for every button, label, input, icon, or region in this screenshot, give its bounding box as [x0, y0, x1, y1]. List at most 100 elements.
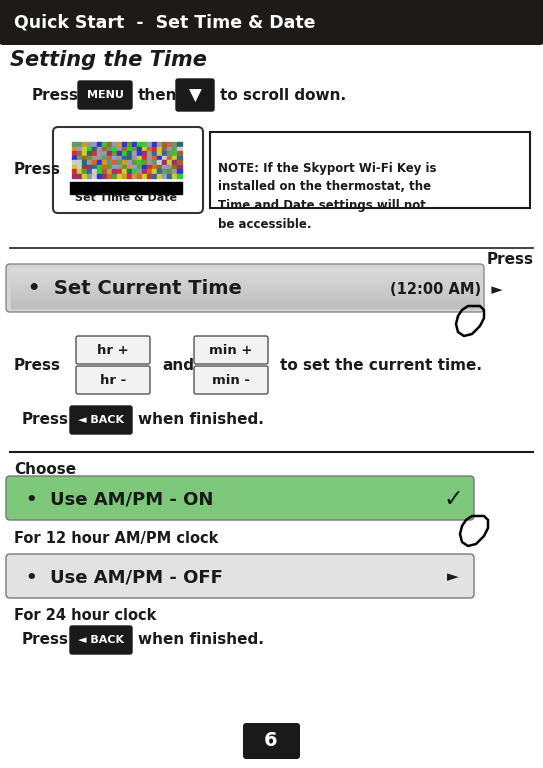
Bar: [157, 147, 161, 151]
Bar: [102, 147, 106, 151]
Bar: [147, 174, 151, 177]
Text: ►: ►: [447, 570, 459, 584]
Bar: [11, 294, 479, 295]
Bar: [87, 155, 92, 160]
Bar: [152, 147, 156, 151]
Text: Press: Press: [14, 163, 61, 177]
Bar: [137, 142, 142, 146]
Bar: [107, 174, 111, 177]
Bar: [11, 301, 479, 302]
FancyBboxPatch shape: [6, 264, 484, 312]
Bar: [82, 174, 86, 177]
Text: (12:00 AM)  ►: (12:00 AM) ►: [390, 282, 503, 296]
Bar: [127, 174, 131, 177]
Bar: [11, 300, 479, 301]
Bar: [157, 174, 161, 177]
Bar: [72, 147, 77, 151]
Bar: [11, 298, 479, 299]
Bar: [177, 164, 181, 168]
Bar: [177, 160, 181, 164]
Text: Press: Press: [14, 357, 61, 372]
FancyBboxPatch shape: [70, 626, 132, 654]
Text: Press: Press: [32, 88, 79, 102]
Bar: [167, 164, 172, 168]
Bar: [92, 155, 97, 160]
Text: to scroll down.: to scroll down.: [220, 88, 346, 102]
Bar: [122, 151, 127, 155]
Bar: [167, 142, 172, 146]
Bar: [112, 160, 117, 164]
Bar: [97, 164, 102, 168]
Bar: [102, 155, 106, 160]
Bar: [122, 174, 127, 177]
Bar: [152, 169, 156, 173]
Bar: [132, 174, 136, 177]
Bar: [132, 142, 136, 146]
FancyBboxPatch shape: [78, 81, 132, 109]
Text: hr +: hr +: [97, 343, 129, 356]
Bar: [11, 285, 479, 286]
Bar: [87, 174, 92, 177]
Text: ◄ BACK: ◄ BACK: [78, 415, 124, 425]
Bar: [127, 169, 131, 173]
Bar: [72, 174, 77, 177]
Bar: [177, 151, 181, 155]
Bar: [117, 147, 122, 151]
Bar: [147, 169, 151, 173]
Bar: [77, 169, 81, 173]
Bar: [11, 284, 479, 285]
Bar: [87, 147, 92, 151]
Bar: [92, 169, 97, 173]
Text: ◄ BACK: ◄ BACK: [78, 635, 124, 645]
Bar: [11, 268, 479, 269]
Bar: [107, 142, 111, 146]
Bar: [92, 164, 97, 168]
Bar: [122, 160, 127, 164]
Bar: [77, 151, 81, 155]
Bar: [11, 307, 479, 308]
Bar: [77, 174, 81, 177]
Bar: [127, 160, 131, 164]
Bar: [92, 147, 97, 151]
Bar: [11, 290, 479, 291]
Bar: [107, 169, 111, 173]
Bar: [87, 164, 92, 168]
Bar: [77, 147, 81, 151]
Bar: [117, 174, 122, 177]
Bar: [172, 151, 176, 155]
Bar: [152, 164, 156, 168]
Bar: [172, 174, 176, 177]
Bar: [147, 142, 151, 146]
Bar: [167, 155, 172, 160]
Bar: [11, 291, 479, 292]
Bar: [11, 304, 479, 305]
Bar: [97, 155, 102, 160]
Bar: [147, 160, 151, 164]
Bar: [167, 169, 172, 173]
Bar: [11, 270, 479, 271]
Text: MENU: MENU: [86, 90, 123, 100]
Bar: [82, 160, 86, 164]
Bar: [112, 169, 117, 173]
Text: Press: Press: [487, 253, 534, 267]
Text: Press: Press: [22, 412, 69, 428]
Bar: [11, 293, 479, 294]
Bar: [11, 288, 479, 289]
Bar: [177, 147, 181, 151]
Bar: [82, 164, 86, 168]
Bar: [147, 151, 151, 155]
Text: Choose: Choose: [14, 462, 76, 478]
Bar: [127, 147, 131, 151]
FancyBboxPatch shape: [6, 476, 474, 520]
FancyBboxPatch shape: [243, 723, 300, 759]
Text: ▼: ▼: [188, 87, 201, 105]
Bar: [112, 142, 117, 146]
Bar: [172, 169, 176, 173]
Text: min -: min -: [212, 373, 250, 386]
Bar: [112, 164, 117, 168]
Bar: [142, 142, 147, 146]
Bar: [162, 142, 167, 146]
Bar: [142, 155, 147, 160]
Bar: [82, 151, 86, 155]
Bar: [82, 147, 86, 151]
